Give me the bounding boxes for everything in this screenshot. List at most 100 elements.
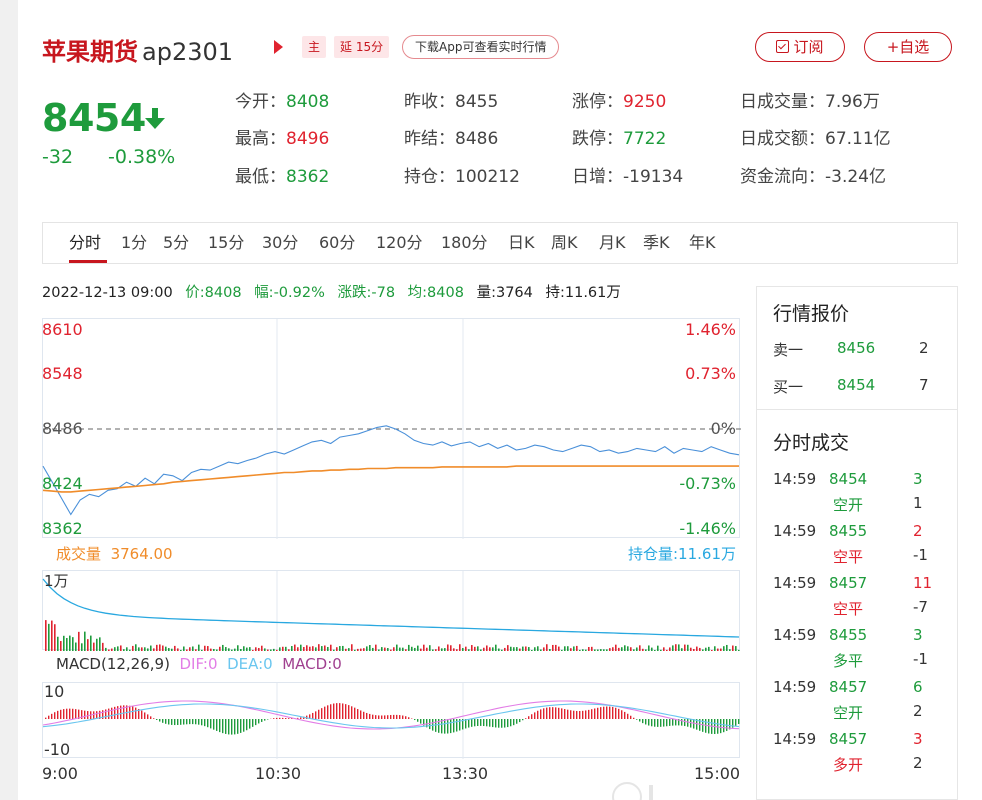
macd-bar [312, 712, 314, 719]
macd-bar [690, 719, 692, 728]
intraday-chart[interactable] [42, 318, 741, 800]
macd-bar [156, 719, 158, 720]
volume-bar [636, 647, 638, 651]
macd-bar [393, 714, 395, 719]
volume-bar [450, 645, 452, 651]
play-icon[interactable] [274, 40, 283, 54]
y-right-tick: 0.73% [685, 364, 736, 383]
tab-period[interactable]: 季K [643, 233, 670, 252]
volume-bar [522, 646, 524, 651]
macd-bar [114, 706, 116, 719]
macd-bar [654, 719, 656, 727]
macd-bar [267, 719, 269, 720]
trade-time: 14:59 [773, 626, 817, 644]
macd-bar [153, 718, 155, 719]
macd-bar [351, 706, 353, 719]
tab-period[interactable]: 5分 [163, 233, 190, 252]
macd-bar [51, 713, 53, 719]
stat-value: -3.24亿 [825, 167, 886, 187]
tab-period[interactable]: 分时 [69, 233, 102, 252]
macd-bar [474, 719, 476, 727]
tab-period[interactable]: 180分 [441, 233, 488, 252]
macd-bar [180, 719, 182, 725]
volume-bar [411, 646, 413, 651]
macd-bar [63, 709, 65, 719]
volume-bar [216, 649, 218, 651]
trade-qty: 11 [913, 574, 933, 592]
tab-period[interactable]: 1分 [121, 233, 148, 252]
macd-bar [735, 719, 737, 726]
stat-key: 跌停： [572, 129, 623, 149]
volume-bar [126, 647, 128, 651]
tab-period[interactable]: 120分 [376, 233, 423, 252]
volume-value: 3764.00 [110, 545, 173, 563]
macd-chart[interactable] [42, 682, 740, 759]
macd-bar [210, 719, 212, 729]
tab-period[interactable]: 30分 [262, 233, 299, 252]
active-tab-indicator [69, 260, 107, 263]
macd-bar [54, 712, 56, 719]
macd-bar [552, 707, 554, 719]
macd-bar [444, 719, 446, 734]
tab-period[interactable]: 15分 [208, 233, 245, 252]
volume-bar [276, 649, 278, 651]
volume-bar [669, 647, 671, 651]
volume-bar [243, 646, 245, 651]
macd-bar [342, 703, 344, 719]
macd-bar [222, 719, 224, 734]
volume-chart[interactable] [42, 570, 740, 651]
trade-type: 多开 [833, 756, 864, 774]
tab-period[interactable]: 日K [508, 233, 535, 252]
volume-y-max: 1万 [44, 572, 69, 590]
stat-key: 日成交额： [740, 129, 825, 149]
volume-bar [456, 649, 458, 651]
intraday-chart-svg [42, 319, 741, 539]
macd-bar [378, 715, 380, 719]
tab-period[interactable]: 年K [689, 233, 716, 252]
trades-panel: 分时成交 14:59 8454 3 空开 1 14:59 8455 2 空平 -1 14:59 845… [756, 410, 958, 800]
volume-bar [405, 649, 407, 651]
tab-period[interactable]: 月K [599, 233, 626, 252]
volume-bar [708, 646, 710, 651]
volume-bar [696, 646, 698, 651]
y-left-tick: 8610 [42, 320, 83, 339]
macd-bar [681, 719, 683, 726]
volume-bar [159, 644, 161, 651]
macd-bar [660, 719, 662, 727]
volume-bar [639, 645, 641, 651]
price-change: -32 [42, 146, 74, 168]
stat-value: 8408 [286, 92, 330, 112]
macd-bar [138, 708, 140, 719]
volume-bar [504, 647, 506, 651]
macd-bar [192, 719, 194, 725]
volume-bar [48, 623, 50, 651]
volume-bar [630, 647, 632, 651]
macd-bar [45, 717, 47, 719]
volume-bar [174, 645, 176, 651]
macd-bar [375, 715, 377, 719]
volume-bar [471, 645, 473, 651]
volume-bar [501, 649, 503, 651]
macd-bar [201, 719, 203, 726]
volume-bar [621, 647, 623, 651]
macd-bar [666, 719, 668, 727]
tab-period[interactable]: 60分 [319, 233, 356, 252]
volume-bar [447, 644, 449, 651]
volume-bar [612, 647, 614, 651]
macd-bar [639, 719, 641, 722]
volume-bar [507, 645, 509, 651]
trade-qty: 6 [913, 678, 923, 696]
volume-bar [369, 645, 371, 651]
volume-bar [66, 638, 68, 651]
volume-bar [546, 644, 548, 651]
volume-bar [189, 647, 191, 651]
add-watchlist-button[interactable]: +自选 [864, 32, 952, 62]
macd-bar [693, 719, 695, 729]
subscribe-button[interactable]: 订阅 [755, 32, 845, 62]
volume-bar [345, 648, 347, 651]
macd-bar [528, 716, 530, 719]
trade-row: 14:59 8454 3 空开 1 [773, 470, 949, 518]
y-left-tick: 8486 [42, 419, 83, 438]
tab-period[interactable]: 周K [551, 233, 578, 252]
download-app-link[interactable]: 下载App可查看实时行情 [402, 35, 560, 59]
